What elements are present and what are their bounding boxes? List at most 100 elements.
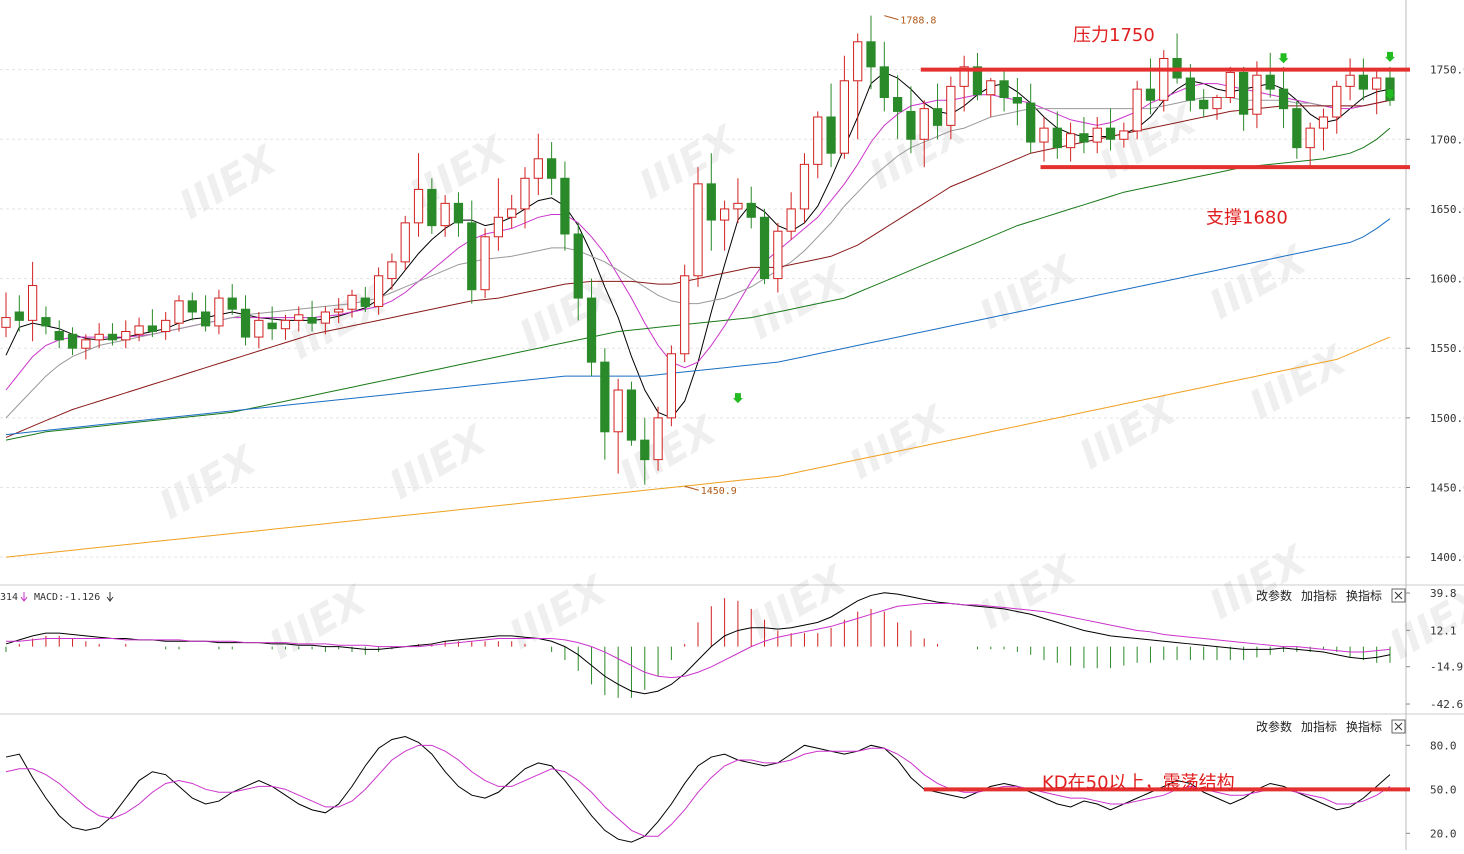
- candle[interactable]: [746, 186, 756, 229]
- candle[interactable]: [1345, 58, 1355, 101]
- candle[interactable]: [719, 200, 730, 251]
- candle[interactable]: [187, 292, 197, 321]
- candle[interactable]: [1012, 78, 1023, 126]
- candle[interactable]: [1292, 100, 1302, 159]
- candle[interactable]: [706, 153, 716, 251]
- candle[interactable]: [786, 192, 796, 240]
- candle[interactable]: [1119, 122, 1129, 148]
- candle[interactable]: [27, 261, 38, 342]
- macd-close-button[interactable]: [1391, 588, 1406, 603]
- candle[interactable]: [174, 295, 184, 332]
- candle[interactable]: [853, 33, 863, 140]
- candle[interactable]: [1159, 50, 1169, 112]
- candle[interactable]: [254, 312, 264, 349]
- candle[interactable]: [906, 86, 916, 154]
- candle[interactable]: [147, 309, 158, 338]
- candle[interactable]: [759, 208, 770, 285]
- candle[interactable]: [959, 55, 969, 112]
- candle[interactable]: [1105, 108, 1116, 151]
- candle[interactable]: [1265, 52, 1275, 98]
- candle[interactable]: [799, 153, 810, 223]
- candle[interactable]: [161, 312, 171, 340]
- candle[interactable]: [666, 345, 677, 427]
- candle[interactable]: [81, 334, 91, 360]
- candle[interactable]: [41, 306, 51, 335]
- macd-button-2[interactable]: 换指标: [1346, 588, 1382, 603]
- candle[interactable]: [14, 295, 24, 332]
- candle[interactable]: [1026, 83, 1036, 154]
- candle[interactable]: [866, 15, 876, 90]
- candle[interactable]: [972, 52, 983, 101]
- candle[interactable]: [413, 153, 424, 237]
- candle[interactable]: [626, 381, 637, 446]
- candle[interactable]: [1385, 66, 1395, 106]
- candle[interactable]: [400, 215, 410, 271]
- candle[interactable]: [307, 300, 317, 332]
- candle[interactable]: [1052, 111, 1062, 159]
- candle[interactable]: [294, 306, 304, 332]
- candle[interactable]: [1199, 89, 1209, 117]
- candle[interactable]: [1278, 66, 1289, 129]
- candle[interactable]: [1358, 58, 1369, 101]
- candle[interactable]: [387, 253, 397, 290]
- candle[interactable]: [1332, 80, 1342, 134]
- candle[interactable]: [280, 314, 291, 340]
- candle[interactable]: [839, 55, 850, 159]
- candle[interactable]: [640, 417, 650, 485]
- candle[interactable]: [1, 292, 11, 338]
- candle[interactable]: [320, 306, 331, 335]
- candle[interactable]: [453, 192, 464, 237]
- candle[interactable]: [1212, 94, 1222, 120]
- candle[interactable]: [653, 406, 663, 471]
- kd-button-2[interactable]: 换指标: [1346, 719, 1382, 734]
- candle[interactable]: [813, 111, 823, 179]
- macd-button-1[interactable]: 加指标: [1301, 588, 1337, 603]
- candle[interactable]: [1092, 117, 1102, 154]
- candle[interactable]: [533, 133, 543, 195]
- candle[interactable]: [546, 142, 557, 195]
- candle[interactable]: [214, 289, 224, 335]
- candle[interactable]: [493, 178, 504, 251]
- candle[interactable]: [107, 323, 118, 346]
- candle[interactable]: [733, 178, 743, 223]
- candle[interactable]: [946, 76, 956, 140]
- candle[interactable]: [999, 69, 1009, 112]
- candle[interactable]: [54, 320, 64, 349]
- candle[interactable]: [240, 295, 251, 346]
- candle[interactable]: [1305, 122, 1315, 168]
- candle[interactable]: [1065, 122, 1076, 162]
- candle[interactable]: [440, 195, 450, 237]
- candle[interactable]: [94, 323, 104, 349]
- candle[interactable]: [586, 278, 597, 377]
- candle[interactable]: [480, 228, 490, 299]
- candle[interactable]: [1172, 33, 1182, 84]
- candle[interactable]: [986, 78, 996, 117]
- candle[interactable]: [334, 298, 344, 324]
- candle[interactable]: [826, 83, 836, 168]
- candle[interactable]: [373, 267, 384, 315]
- candle[interactable]: [121, 320, 131, 349]
- kd-button-1[interactable]: 加指标: [1301, 719, 1337, 734]
- candle[interactable]: [573, 222, 583, 321]
- candle[interactable]: [932, 83, 943, 140]
- candle[interactable]: [520, 167, 530, 229]
- candle[interactable]: [200, 295, 211, 332]
- candle[interactable]: [507, 195, 517, 229]
- candle[interactable]: [467, 200, 477, 304]
- candle[interactable]: [879, 41, 889, 112]
- candle[interactable]: [1225, 66, 1235, 104]
- candle[interactable]: [1185, 64, 1196, 112]
- candle[interactable]: [347, 289, 357, 318]
- candle[interactable]: [134, 317, 144, 342]
- candle[interactable]: [600, 348, 610, 460]
- candle[interactable]: [1132, 80, 1142, 140]
- candle[interactable]: [680, 264, 690, 363]
- candle[interactable]: [267, 306, 277, 340]
- kd-close-button[interactable]: [1391, 719, 1406, 734]
- candle[interactable]: [613, 378, 623, 474]
- candle[interactable]: [693, 167, 703, 287]
- kd-button-0[interactable]: 改参数: [1256, 719, 1292, 734]
- candle[interactable]: [892, 75, 903, 140]
- candle[interactable]: [1039, 117, 1049, 162]
- macd-button-0[interactable]: 改参数: [1256, 588, 1292, 603]
